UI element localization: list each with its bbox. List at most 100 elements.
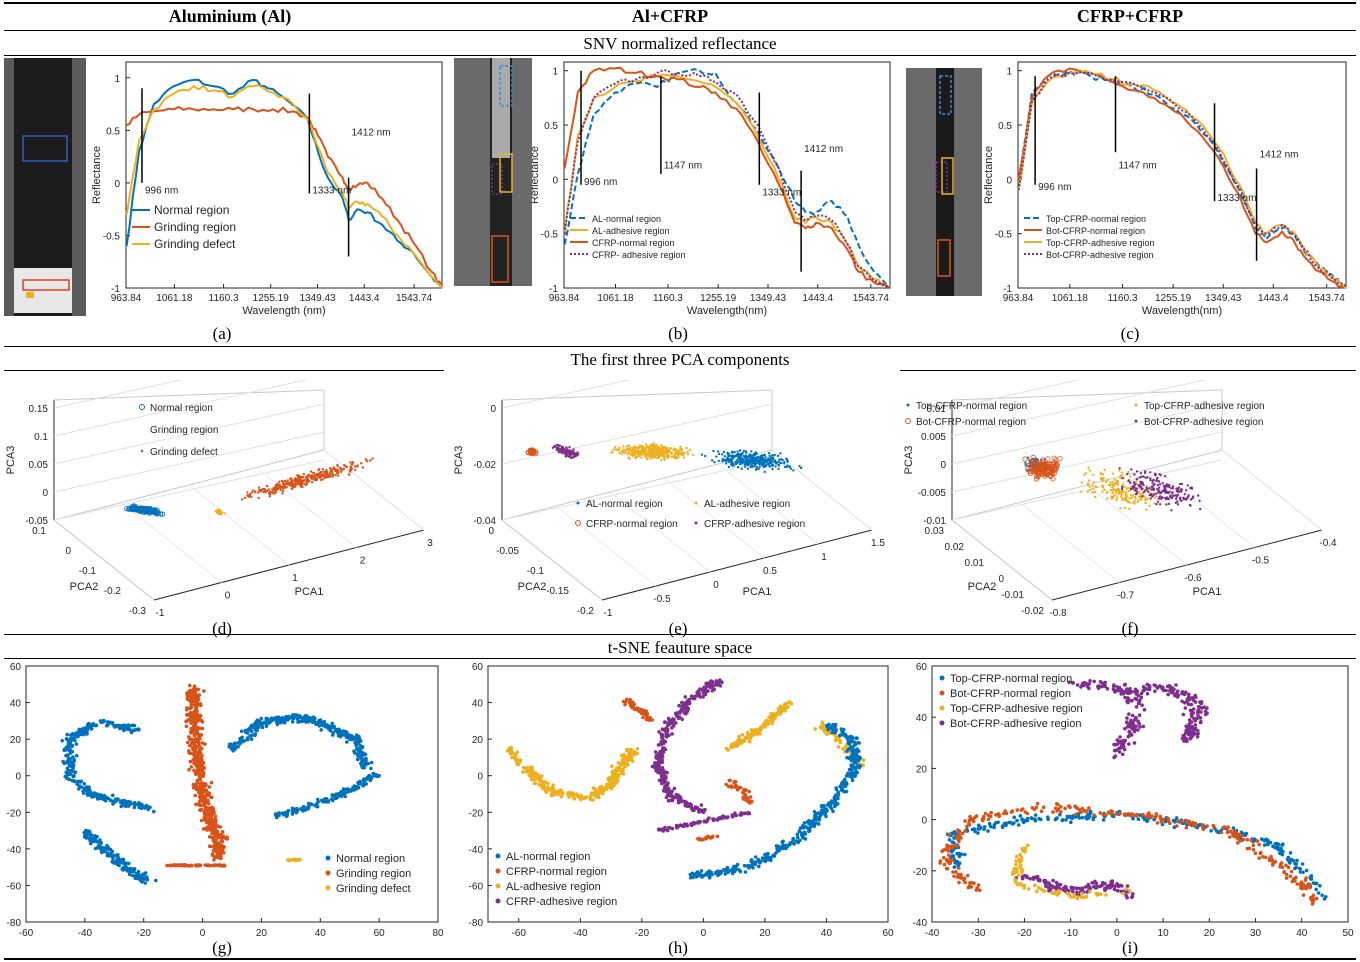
point-normal-region (65, 738, 70, 742)
point-normal-region (231, 743, 236, 747)
point-al-normal (831, 809, 835, 813)
annotation-label: 996 nm (584, 177, 617, 188)
point-cfrp-adhesive (722, 816, 726, 820)
point-normal-region (361, 779, 366, 783)
point-grinding-region (211, 824, 216, 829)
x-tick-label: -0.7 (1117, 591, 1135, 602)
y-tick-label: 40 (10, 699, 22, 710)
section-rule-2b (4, 370, 444, 371)
legend-label: Grinding defect (150, 447, 218, 458)
point-al-adhesive (518, 758, 523, 763)
point-al-normal (761, 456, 764, 460)
point-al-adhesive (745, 730, 750, 735)
point-top-cfrp-adhesive (1109, 481, 1112, 484)
point-grinding-region (191, 693, 196, 697)
point-al-adhesive (778, 704, 783, 709)
point-top-cfrp-adhesive (1125, 495, 1128, 498)
caption-e: (e) (668, 619, 688, 638)
point-normal-region (73, 735, 77, 739)
point-grinding-region (185, 706, 189, 710)
point-al-normal (750, 450, 753, 453)
point-grinding-region (302, 472, 306, 476)
point-cfrp-adhesive (684, 822, 689, 827)
point-top-cfrp-adhesive (1088, 488, 1092, 492)
point-grinding-region (261, 488, 264, 491)
point-al-adhesive (617, 448, 620, 451)
point-grinding-region (189, 737, 194, 742)
point-cfrp-adhesive (714, 679, 719, 683)
point-al-normal (763, 458, 767, 461)
point-normal-region (254, 728, 259, 733)
point-al-adhesive (521, 770, 525, 774)
point-bot-cfrp-adhesive (1157, 486, 1161, 489)
point-cfrp-adhesive (659, 774, 664, 778)
y-tick-label: 0.5 (544, 121, 558, 132)
point-cfrp-adhesive (680, 704, 684, 708)
point-cfrp-adhesive (571, 456, 574, 459)
point-top-cfrp-adhesive (1080, 481, 1084, 484)
point-top-cfrp-adhesive (1118, 488, 1121, 491)
point-cfrp-adhesive (661, 827, 665, 832)
point-al-adhesive (821, 722, 825, 727)
point-al-normal (756, 857, 761, 862)
point-normal-region (287, 715, 291, 720)
point-al-adhesive (651, 443, 655, 447)
point-al-normal (850, 778, 855, 783)
point-cfrp-adhesive (654, 763, 659, 767)
point-cfrp-adhesive (709, 682, 714, 687)
y-axis-label: Reflectance (983, 146, 995, 204)
point-al-normal (700, 453, 704, 456)
point-normal-region (95, 792, 99, 796)
point-bot-cfrp-adhesive (1182, 498, 1185, 501)
point-al-adhesive (754, 730, 759, 734)
point-grinding-region (203, 826, 208, 831)
point-normal-region (107, 852, 112, 857)
point-cfrp-adhesive (713, 683, 718, 687)
point-normal-region (227, 742, 232, 747)
section-rule-3 (4, 634, 1356, 635)
point-bot-cfrp-adhesive (1165, 490, 1168, 493)
point-normal-region (274, 815, 279, 820)
legend-label: Bot-CFRP-normal region (916, 417, 1026, 428)
point-grinding-region (198, 778, 203, 782)
series-line-bot-cfrp-adhesive-region (1017, 71, 1347, 288)
point-cfrp-adhesive (568, 450, 571, 454)
x-tick-label: 1.5 (871, 538, 885, 549)
grid-line (256, 467, 357, 548)
x-tick-label: -0.6 (1184, 573, 1202, 584)
point-top-cfrp-adhesive (1079, 490, 1083, 493)
point-normal-region (70, 778, 75, 783)
point-al-adhesive (813, 727, 817, 731)
legend-label: Grinding region (150, 425, 218, 436)
point-grinding-region (309, 470, 313, 473)
point-bot-cfrp-normal (1034, 467, 1040, 473)
point-bot-cfrp-adhesive (1157, 488, 1160, 491)
point-bot-cfrp-adhesive (1133, 489, 1136, 492)
point-bot-cfrp-adhesive (1158, 473, 1161, 476)
legend-marker (694, 521, 698, 525)
point-cfrp-adhesive (712, 817, 717, 822)
point-top-cfrp-adhesive (1100, 476, 1103, 480)
legend-label: CFRP-normal region (586, 519, 678, 530)
point-cfrp-adhesive (571, 452, 574, 455)
point-grinding-region (203, 742, 207, 746)
point-cfrp-adhesive (653, 750, 658, 754)
point-bot-cfrp-adhesive (1157, 497, 1160, 500)
point-al-normal (789, 467, 792, 470)
point-normal-region (100, 846, 105, 850)
x-tick-label: -40 (78, 928, 93, 939)
point-grinding-region (340, 470, 343, 474)
point-grinding-region (207, 785, 212, 789)
point-normal-region (129, 730, 134, 735)
x-tick-label: -20 (136, 928, 151, 939)
point-bot-cfrp-normal (1029, 460, 1035, 466)
point-grinding-region (192, 761, 196, 765)
z-tick-label: -0.05 (25, 516, 48, 527)
point-grinding-region (185, 694, 190, 698)
point-normal-region (319, 798, 324, 803)
point-normal-region (280, 811, 285, 815)
point-al-normal (775, 462, 778, 465)
point-normal-region (238, 736, 242, 741)
point-al-adhesive (660, 444, 663, 447)
point-al-adhesive (612, 448, 615, 451)
